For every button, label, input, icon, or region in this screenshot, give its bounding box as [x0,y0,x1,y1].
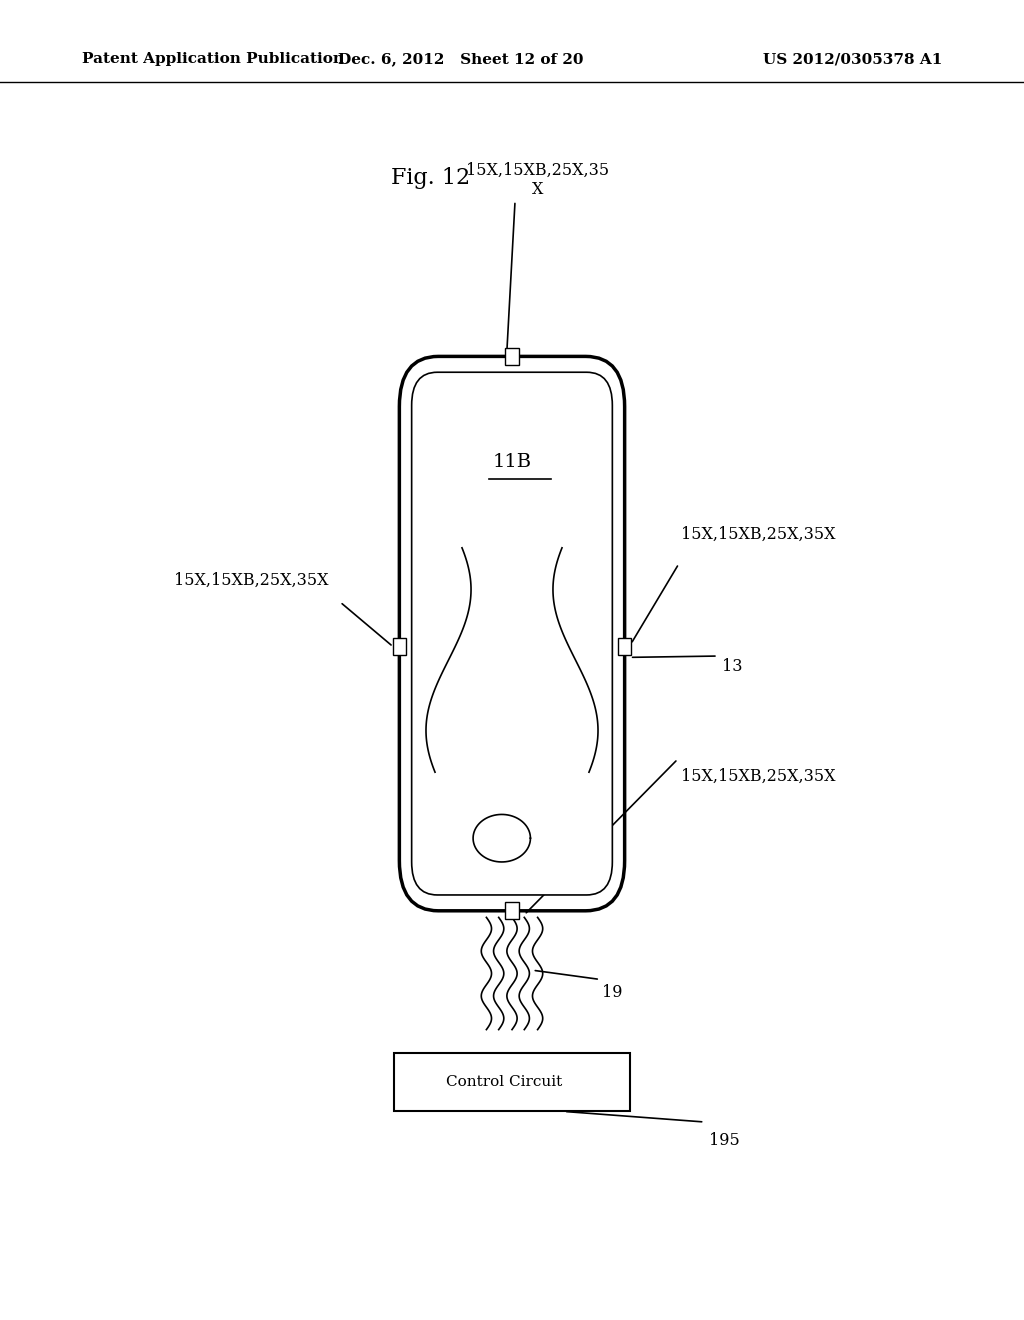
Text: 195: 195 [709,1133,739,1148]
Bar [618,638,631,655]
Text: Fig. 12: Fig. 12 [390,168,470,189]
Text: US 2012/0305378 A1: US 2012/0305378 A1 [763,53,942,66]
Text: 15X,15XB,25X,35X: 15X,15XB,25X,35X [681,768,836,784]
FancyBboxPatch shape [412,372,612,895]
Text: 19: 19 [602,985,623,1001]
Text: 15X,15XB,25X,35
X: 15X,15XB,25X,35 X [466,161,609,198]
Text: Control Circuit: Control Circuit [445,1076,562,1089]
Bar [506,347,518,364]
Text: 11B: 11B [493,453,531,471]
Text: 13: 13 [722,659,742,675]
Bar [393,638,406,655]
Text: Patent Application Publication: Patent Application Publication [82,53,344,66]
Text: 15X,15XB,25X,35X: 15X,15XB,25X,35X [174,573,329,589]
Bar [394,1053,630,1111]
Text: Dec. 6, 2012   Sheet 12 of 20: Dec. 6, 2012 Sheet 12 of 20 [338,53,584,66]
FancyBboxPatch shape [399,356,625,911]
Bar [506,903,518,919]
Text: 15X,15XB,25X,35X: 15X,15XB,25X,35X [681,527,836,543]
